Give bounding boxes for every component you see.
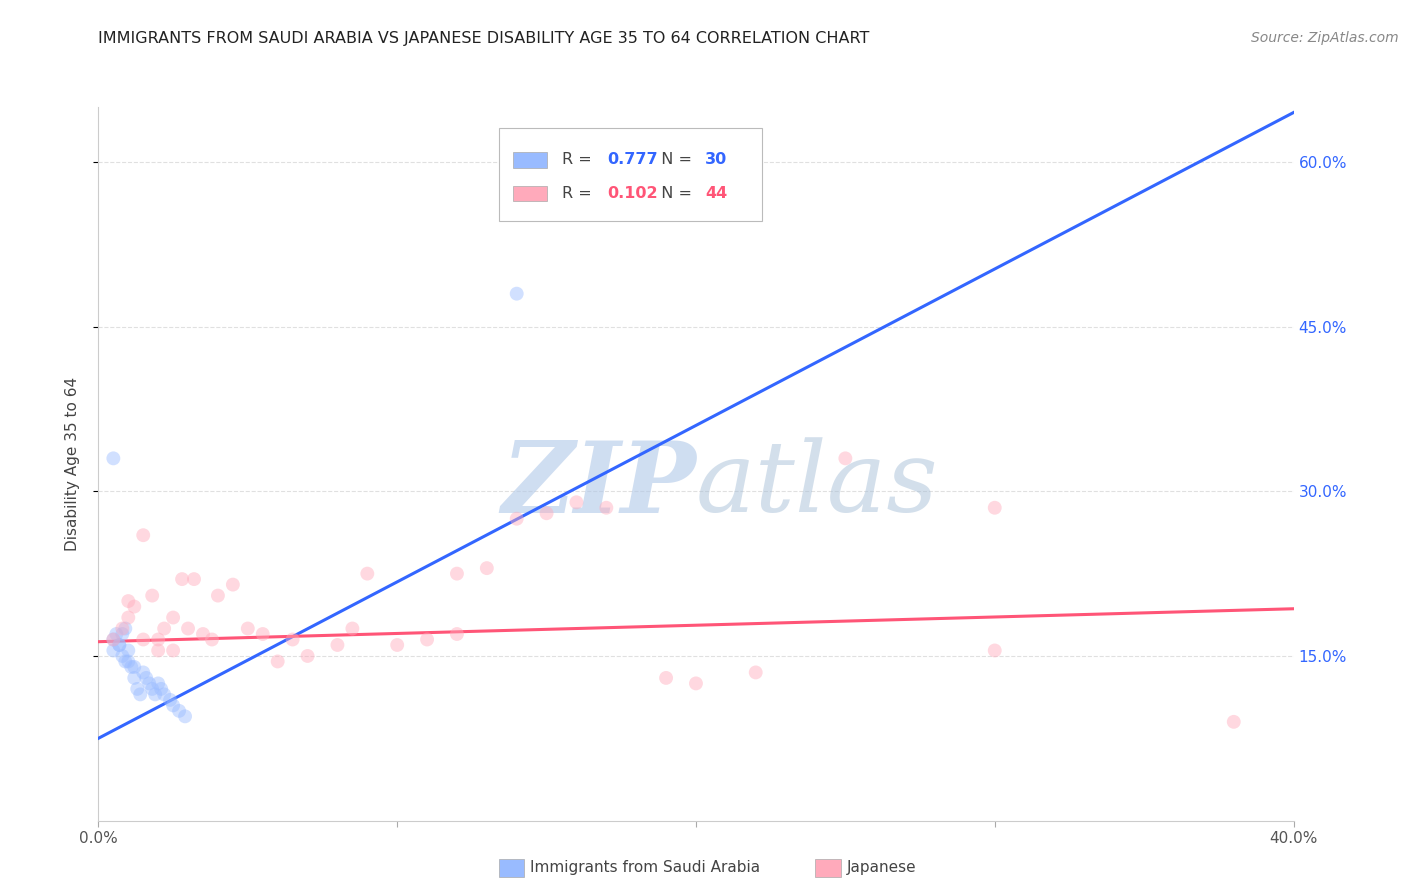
Point bbox=[117, 643, 139, 657]
Point bbox=[252, 627, 274, 641]
Text: R =: R = bbox=[561, 153, 596, 168]
Y-axis label: Disability Age 35 to 64: Disability Age 35 to 64 bbox=[65, 376, 80, 551]
Point bbox=[167, 704, 190, 718]
Text: Japanese: Japanese bbox=[846, 861, 917, 875]
Point bbox=[153, 622, 176, 636]
Point bbox=[148, 643, 170, 657]
Text: atlas: atlas bbox=[696, 438, 939, 533]
Point bbox=[111, 622, 134, 636]
Point bbox=[141, 681, 163, 696]
FancyBboxPatch shape bbox=[513, 186, 547, 202]
Point bbox=[150, 681, 173, 696]
Point bbox=[143, 687, 166, 701]
Point bbox=[141, 589, 163, 603]
Text: Source: ZipAtlas.com: Source: ZipAtlas.com bbox=[1251, 31, 1399, 45]
Point bbox=[385, 638, 409, 652]
Text: Immigrants from Saudi Arabia: Immigrants from Saudi Arabia bbox=[530, 861, 761, 875]
Point bbox=[124, 599, 146, 614]
Point bbox=[127, 681, 149, 696]
Text: 44: 44 bbox=[704, 186, 727, 201]
Point bbox=[153, 687, 176, 701]
Text: N =: N = bbox=[651, 186, 697, 201]
Point bbox=[148, 676, 170, 690]
Point bbox=[201, 632, 224, 647]
Point bbox=[416, 632, 439, 647]
Point bbox=[124, 671, 146, 685]
Point bbox=[162, 643, 184, 657]
Point bbox=[267, 655, 290, 669]
Point bbox=[120, 660, 142, 674]
Point bbox=[191, 627, 214, 641]
Point bbox=[655, 671, 678, 685]
Point bbox=[103, 643, 125, 657]
Point bbox=[108, 638, 131, 652]
Point bbox=[117, 594, 139, 608]
Point bbox=[132, 632, 155, 647]
Point bbox=[162, 698, 184, 713]
Point bbox=[236, 622, 259, 636]
Text: 0.777: 0.777 bbox=[607, 153, 658, 168]
Point bbox=[1223, 714, 1246, 729]
Point bbox=[281, 632, 304, 647]
Point bbox=[984, 643, 1007, 657]
Point bbox=[834, 451, 856, 466]
Point bbox=[565, 495, 588, 509]
Point bbox=[174, 709, 197, 723]
Point bbox=[356, 566, 378, 581]
Point bbox=[446, 566, 468, 581]
Point bbox=[685, 676, 707, 690]
FancyBboxPatch shape bbox=[499, 128, 762, 221]
Point bbox=[114, 622, 136, 636]
Point bbox=[129, 687, 152, 701]
Text: 30: 30 bbox=[704, 153, 727, 168]
Point bbox=[446, 627, 468, 641]
Point bbox=[103, 451, 125, 466]
Point bbox=[103, 632, 125, 647]
Text: IMMIGRANTS FROM SAUDI ARABIA VS JAPANESE DISABILITY AGE 35 TO 64 CORRELATION CHA: IMMIGRANTS FROM SAUDI ARABIA VS JAPANESE… bbox=[98, 31, 870, 46]
Text: R =: R = bbox=[561, 186, 596, 201]
Point bbox=[111, 627, 134, 641]
Point bbox=[207, 589, 229, 603]
FancyBboxPatch shape bbox=[513, 152, 547, 168]
Point bbox=[117, 610, 139, 624]
Point bbox=[183, 572, 205, 586]
Point bbox=[108, 638, 131, 652]
Point bbox=[745, 665, 768, 680]
Point bbox=[342, 622, 364, 636]
Point bbox=[132, 528, 155, 542]
Point bbox=[114, 655, 136, 669]
Point bbox=[117, 655, 139, 669]
Point bbox=[536, 506, 558, 520]
Point bbox=[984, 500, 1007, 515]
Text: N =: N = bbox=[651, 153, 697, 168]
Point bbox=[177, 622, 200, 636]
Point bbox=[595, 500, 617, 515]
Text: ZIP: ZIP bbox=[501, 437, 696, 533]
Point bbox=[326, 638, 349, 652]
Text: 0.102: 0.102 bbox=[607, 186, 658, 201]
Point bbox=[159, 693, 181, 707]
Point bbox=[148, 632, 170, 647]
Point bbox=[506, 286, 529, 301]
Point bbox=[138, 676, 160, 690]
Point bbox=[506, 512, 529, 526]
Point bbox=[124, 660, 146, 674]
Point bbox=[172, 572, 194, 586]
Point bbox=[162, 610, 184, 624]
Point bbox=[475, 561, 498, 575]
Point bbox=[135, 671, 157, 685]
Point bbox=[103, 632, 125, 647]
Point bbox=[297, 648, 319, 663]
Point bbox=[105, 627, 128, 641]
Point bbox=[222, 577, 245, 591]
Point bbox=[111, 648, 134, 663]
Point bbox=[132, 665, 155, 680]
